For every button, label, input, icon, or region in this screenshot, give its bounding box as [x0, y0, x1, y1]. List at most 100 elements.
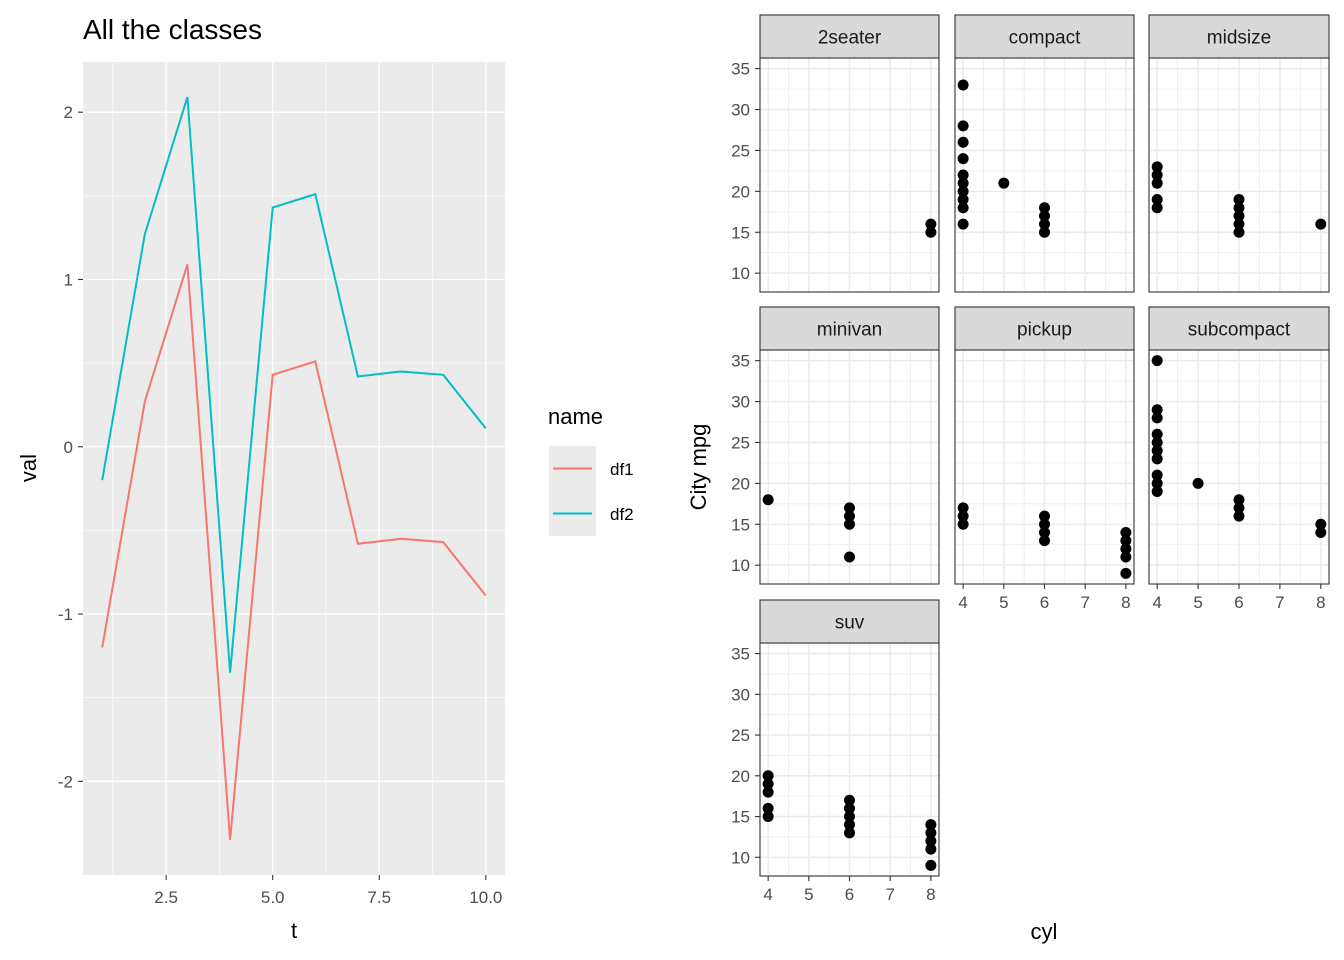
data-point — [1039, 526, 1050, 538]
facet-strip-label: 2seater — [818, 28, 882, 49]
legend-title: name — [548, 404, 603, 429]
facet-x-tick-label: 6 — [1040, 593, 1049, 612]
facet-y-tick-label: 10 — [731, 848, 750, 867]
facet-strip-label: compact — [1009, 28, 1082, 49]
facet-y-tick-label: 20 — [731, 474, 750, 493]
x-tick-label: 2.5 — [154, 888, 178, 907]
facet-x-tick-label: 5 — [1193, 593, 1202, 612]
data-point — [925, 226, 937, 238]
chart-title: All the classes — [83, 14, 262, 45]
data-point — [1151, 202, 1163, 214]
facet-strip — [954, 306, 1135, 351]
data-point — [1233, 194, 1245, 206]
data-point — [925, 827, 937, 839]
scatter-x-axis-title: cyl — [1031, 919, 1058, 944]
data-point — [1233, 210, 1245, 222]
facet-strip — [954, 14, 1135, 59]
facet-x-tick-label: 4 — [1152, 593, 1161, 612]
data-point — [957, 218, 969, 230]
series-line-df1 — [101, 264, 487, 840]
facet-y-tick-label: 30 — [731, 101, 750, 120]
data-point — [1039, 210, 1050, 222]
data-point — [844, 518, 855, 530]
x-tick-label: 7.5 — [367, 888, 391, 907]
data-point — [844, 802, 855, 814]
data-point — [1039, 518, 1050, 530]
y-tick-label: 1 — [64, 270, 73, 289]
legend-label-df1: df1 — [610, 460, 634, 479]
facet-strip — [759, 306, 940, 351]
data-point — [844, 502, 855, 514]
data-point — [1233, 226, 1245, 238]
data-point — [1151, 169, 1163, 181]
data-point — [762, 811, 774, 823]
facet-y-tick-label: 20 — [731, 767, 750, 786]
legend-label-df2: df2 — [610, 505, 634, 524]
data-point — [925, 859, 937, 871]
facet-strip — [1148, 14, 1330, 59]
data-point — [1315, 518, 1327, 530]
facet-x-tick-label: 7 — [1080, 593, 1089, 612]
data-point — [762, 786, 774, 798]
facet-strip-label: suv — [835, 613, 865, 634]
data-point — [1151, 477, 1163, 489]
facet-strip — [759, 14, 940, 59]
facet-strip — [759, 599, 940, 644]
facet-x-tick-label: 6 — [1234, 593, 1243, 612]
data-point — [1151, 469, 1163, 481]
y-axis-title: val — [16, 454, 41, 482]
data-point — [1192, 477, 1204, 489]
y-tick-label: -1 — [58, 605, 73, 624]
data-point — [1151, 177, 1163, 189]
facet-x-tick-label: 8 — [1121, 593, 1130, 612]
facet-y-tick-label: 20 — [731, 182, 750, 201]
data-point — [957, 510, 969, 522]
data-point — [1233, 510, 1245, 522]
data-point — [925, 843, 937, 855]
facet-strip-label: subcompact — [1188, 320, 1291, 341]
data-point — [957, 153, 969, 165]
facet-y-tick-label: 35 — [731, 352, 750, 371]
line-plot-panel — [83, 62, 505, 875]
data-point — [957, 120, 969, 132]
facet-strip-label: minivan — [817, 320, 882, 341]
data-point — [1315, 218, 1327, 230]
data-point — [957, 502, 969, 514]
data-point — [844, 794, 855, 806]
data-point — [1315, 526, 1327, 538]
data-point — [844, 510, 855, 522]
data-point — [1151, 412, 1163, 424]
data-point — [925, 835, 937, 847]
data-point — [957, 518, 969, 530]
facet-x-tick-label: 7 — [885, 885, 894, 904]
data-point — [1039, 535, 1050, 547]
facet-y-tick-label: 25 — [731, 433, 750, 452]
data-point — [1151, 161, 1163, 173]
data-point — [1039, 510, 1050, 522]
data-point — [844, 811, 855, 823]
data-point — [1120, 526, 1132, 538]
facet-y-tick-label: 35 — [731, 60, 750, 79]
data-point — [1233, 218, 1245, 230]
data-point — [1151, 436, 1163, 448]
data-point — [762, 778, 774, 790]
data-point — [1039, 202, 1050, 214]
facet-y-tick-label: 30 — [731, 685, 750, 704]
data-point — [957, 202, 969, 214]
facet-x-tick-label: 7 — [1275, 593, 1284, 612]
data-point — [998, 177, 1010, 189]
data-point — [1151, 445, 1163, 457]
facet-y-tick-label: 15 — [731, 223, 750, 242]
data-point — [1151, 355, 1163, 367]
data-point — [925, 819, 937, 831]
data-point — [1151, 428, 1163, 440]
data-point — [957, 169, 969, 181]
data-point — [957, 177, 969, 189]
y-tick-label: 2 — [64, 103, 73, 122]
data-point — [1120, 551, 1132, 563]
facet-x-tick-label: 5 — [999, 593, 1008, 612]
facet-x-tick-label: 8 — [926, 885, 935, 904]
facet-strip — [1148, 306, 1330, 351]
y-tick-label: -2 — [58, 772, 73, 791]
